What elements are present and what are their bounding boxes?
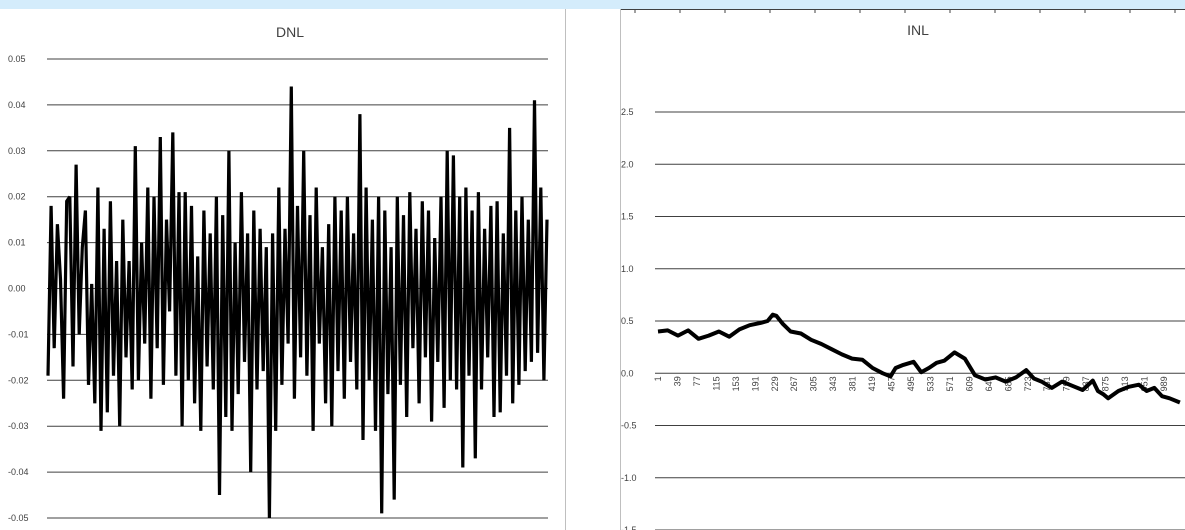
dnl-y-tick-label: -0.01 <box>8 329 29 339</box>
inl-x-tick-label: 571 <box>945 376 955 391</box>
inl-y-tick-label: 2.5 <box>621 107 634 117</box>
dnl-y-tick-label: 0.04 <box>8 100 26 110</box>
inl-x-tick-label: 495 <box>906 376 916 391</box>
inl-x-tick-label: 1 <box>653 376 663 381</box>
dnl-y-tick-label: -0.05 <box>8 513 29 523</box>
inl-x-tick-label: 267 <box>789 376 799 391</box>
dnl-chart-title: DNL <box>276 24 304 40</box>
inl-chart: INL 2.5 2.0 1.5 1.0 0.5 0.0 -0.5 -1.0 -1.5 1 39 77… <box>620 9 1185 530</box>
dnl-y-tick-label: -0.03 <box>8 421 29 431</box>
dnl-y-tick-label: 0.05 <box>8 54 26 64</box>
inl-y-tick-label: 1.0 <box>621 264 634 274</box>
inl-x-tick-label: 609 <box>964 376 974 391</box>
inl-y-tick-label: 0.5 <box>621 316 634 326</box>
inl-x-tick-label: 191 <box>750 376 760 391</box>
dnl-y-tick-label: -0.04 <box>8 467 29 477</box>
dnl-y-tick-label: 0.03 <box>8 146 26 156</box>
inl-x-tick-label: 951 <box>1140 376 1150 391</box>
inl-x-tick-label: 837 <box>1081 376 1091 391</box>
inl-x-tick-label: 685 <box>1003 376 1013 391</box>
dnl-chart: DNL 0.05 0.04 0.03 0.02 0.01 0.00 -0.01 -0.02 -0… <box>8 24 549 523</box>
inl-x-tick-label: 913 <box>1120 376 1130 391</box>
inl-y-tick-label: 2.0 <box>621 159 634 169</box>
dnl-y-tick-label: 0.00 <box>8 284 26 294</box>
inl-x-tick-label: 647 <box>984 376 994 391</box>
inl-y-tick-label: 1.5 <box>621 212 634 222</box>
panel-divider <box>620 9 621 530</box>
inl-x-tick-label: 381 <box>848 376 858 391</box>
inl-y-tick-label: -0.5 <box>621 421 637 431</box>
dnl-y-tick-label: -0.02 <box>8 375 29 385</box>
inl-x-tick-label: 343 <box>828 376 838 391</box>
inl-x-tick-label: 419 <box>867 376 877 391</box>
inl-x-tick-label: 77 <box>692 376 702 386</box>
inl-x-tick-label: 115 <box>711 376 721 390</box>
inl-x-tick-label: 875 <box>1101 376 1111 391</box>
inl-y-tick-label: -1.0 <box>621 473 637 483</box>
inl-x-tick-label: 305 <box>809 376 819 391</box>
panel-divider <box>565 9 566 530</box>
inl-x-tick-label: 153 <box>731 376 741 391</box>
dnl-y-tick-label: 0.02 <box>8 192 26 202</box>
inl-x-tick-label: 989 <box>1159 376 1169 391</box>
inl-x-tick-label: 723 <box>1023 376 1033 391</box>
inl-x-tick-label: 533 <box>926 376 936 391</box>
inl-y-tick-label: 0.0 <box>621 368 634 378</box>
window-top-band <box>0 0 1185 9</box>
inl-x-tick-label: 39 <box>673 376 683 386</box>
inl-series-line <box>657 312 1181 405</box>
dnl-y-tick-label: 0.01 <box>8 238 26 248</box>
inl-chart-panel: INL 2.5 2.0 1.5 1.0 0.5 0.0 -0.5 -1.0 -1.5 1 39 77… <box>620 9 1185 530</box>
dnl-chart-panel: DNL 0.05 0.04 0.03 0.02 0.01 0.00 -0.01 -0.02 -0… <box>0 9 565 530</box>
inl-x-tick-label: 229 <box>770 376 780 391</box>
dnl-series-line <box>46 86 549 519</box>
inl-x-tick-label: 457 <box>887 376 897 391</box>
inl-chart-title: INL <box>907 22 929 38</box>
inl-y-tick-label: -1.5 <box>621 525 637 530</box>
